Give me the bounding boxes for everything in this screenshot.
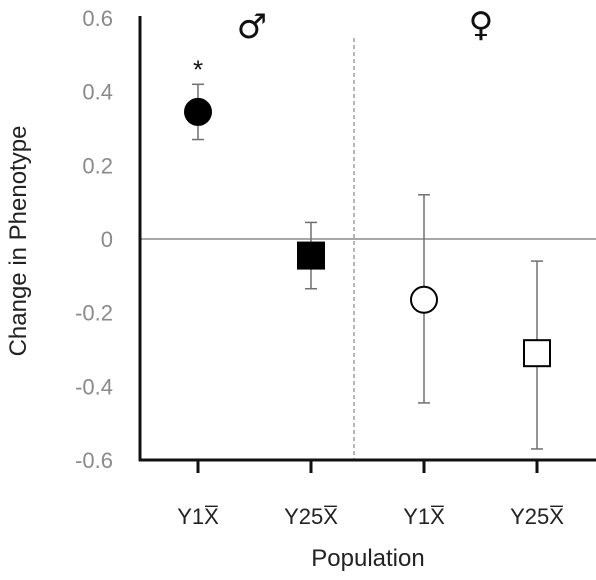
open-circle-marker — [410, 285, 438, 314]
annotations: * — [193, 54, 203, 84]
y-tick-label: 0.6 — [82, 6, 113, 31]
male-symbol: ♂ — [237, 7, 267, 47]
filled-circle-marker — [184, 97, 212, 126]
y-axis-title: Change in Phenotype — [5, 126, 32, 357]
y-tick-label: 0.4 — [82, 80, 113, 105]
y-tick-label: -0.6 — [75, 448, 113, 473]
category-label: Y25X̅ — [510, 504, 564, 529]
category-label: Y25X̅ — [284, 504, 338, 529]
y-tick-label: -0.2 — [75, 301, 113, 326]
category-labels: Y1X̅ Y25X̅ Y1X̅ Y25X̅ — [177, 504, 564, 529]
filled-square-marker — [297, 241, 325, 270]
x-axis-title: Population — [311, 545, 424, 572]
data-markers — [184, 97, 551, 368]
significance-asterisk: * — [193, 54, 203, 84]
y-tick-label: -0.4 — [75, 374, 113, 399]
female-symbol: ♀ — [469, 5, 494, 45]
category-label: Y1X̅ — [403, 504, 445, 529]
y-tick-label: 0 — [101, 227, 113, 252]
category-label: Y1X̅ — [177, 504, 219, 529]
error-bars — [192, 83, 543, 450]
y-tick-labels: 0.6 0.4 0.2 0 -0.2 -0.4 -0.6 — [75, 6, 113, 473]
y-tick-label: 0.2 — [82, 153, 113, 178]
group-symbols: ♂ ♀ — [237, 5, 494, 47]
open-square-marker — [523, 339, 551, 368]
x-tick-marks — [196, 460, 539, 473]
